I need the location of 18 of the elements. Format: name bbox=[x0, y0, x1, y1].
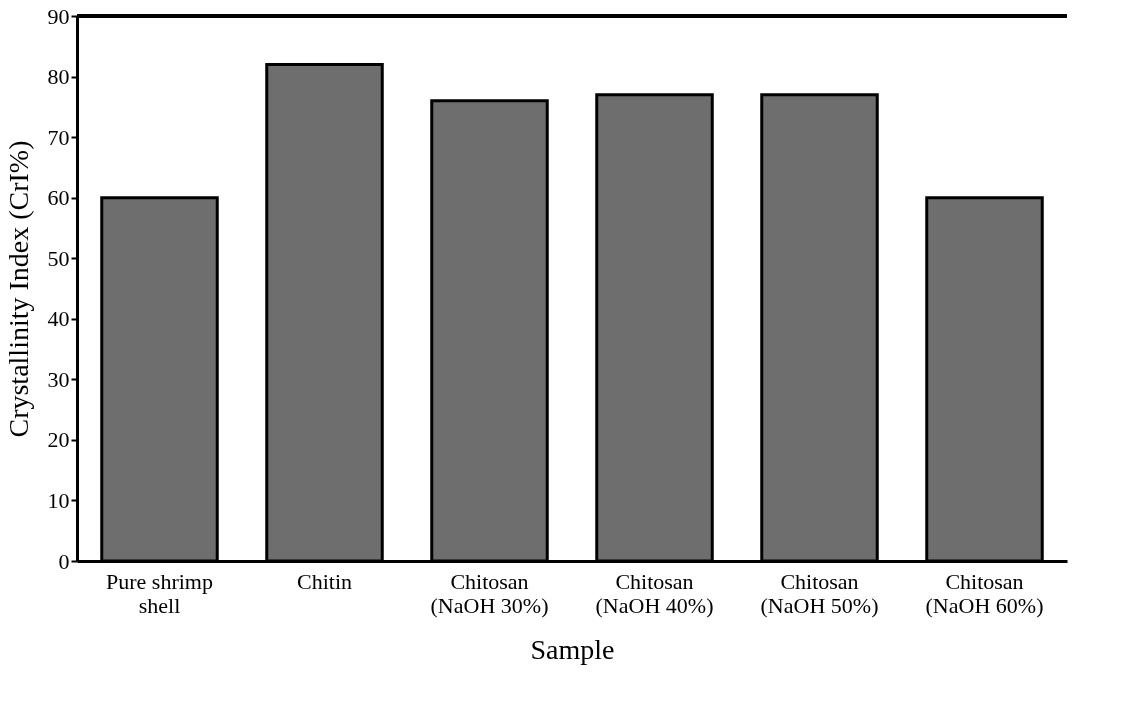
y-tick-label: 80 bbox=[47, 64, 70, 90]
y-tick-label: 70 bbox=[47, 124, 70, 150]
y-axis-title: Crystallinity Index (CrI%) bbox=[2, 140, 34, 438]
y-tick-label: 30 bbox=[47, 366, 70, 392]
y-tick-label: 50 bbox=[47, 245, 70, 271]
x-tick-label: Chitosan (NaOH 30%) bbox=[430, 568, 549, 618]
y-tick-label: 40 bbox=[47, 306, 70, 332]
x-tick-label: Chitosan (NaOH 60%) bbox=[925, 568, 1044, 618]
x-axis-title: Sample bbox=[530, 633, 615, 665]
y-tick-label: 20 bbox=[47, 427, 70, 453]
y-tick-label: 0 bbox=[58, 548, 70, 574]
x-tick-label: Pure shrimp shell bbox=[106, 568, 213, 618]
x-tick-label: Chitosan (NaOH 50%) bbox=[760, 568, 879, 618]
x-tick-label: Chitin bbox=[296, 568, 353, 594]
y-tick-label: 60 bbox=[47, 185, 70, 211]
y-tick-label: 10 bbox=[47, 487, 70, 513]
x-tick-label: Chitosan (NaOH 40%) bbox=[595, 568, 714, 618]
y-tick-label: 90 bbox=[47, 3, 70, 29]
